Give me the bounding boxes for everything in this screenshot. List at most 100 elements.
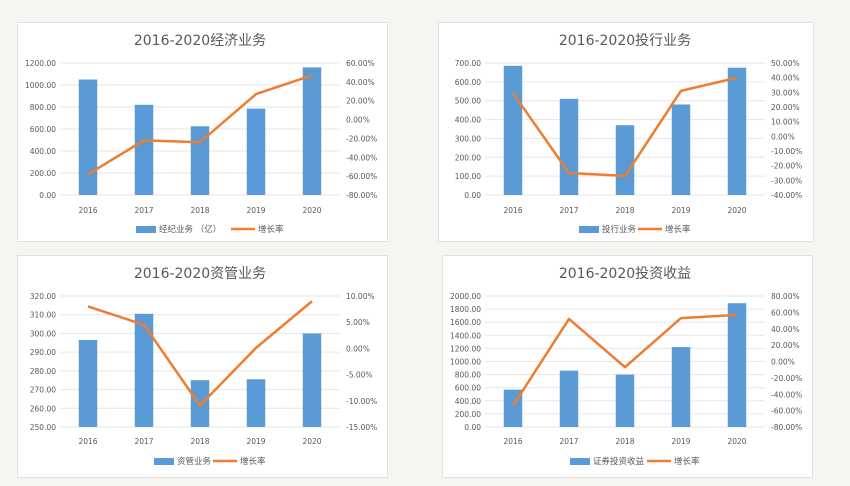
x-axis-tick: 2020 xyxy=(727,437,746,446)
left-axis-tick: 600.00 xyxy=(455,384,481,393)
x-axis-tick: 2018 xyxy=(190,437,209,446)
chart-title: 2016-2020资管业务 xyxy=(134,266,266,282)
legend-bar-swatch xyxy=(570,458,590,465)
bar xyxy=(134,313,154,427)
bar xyxy=(302,333,322,427)
left-axis-tick: 270.00 xyxy=(30,386,56,395)
legend-line-label: 增长率 xyxy=(240,456,266,467)
right-axis-tick: 10.00% xyxy=(346,292,375,301)
chart-title: 2016-2020经济业务 xyxy=(134,33,266,49)
left-axis-tick: 1200.00 xyxy=(450,344,481,353)
x-axis-tick: 2016 xyxy=(78,437,97,446)
legend-bar-label: 证券投资收益 xyxy=(593,456,645,467)
left-axis-tick: 1600.00 xyxy=(450,318,481,327)
right-axis-tick: 40.00% xyxy=(771,74,800,83)
left-axis-tick: 400.00 xyxy=(455,397,481,406)
bar xyxy=(78,339,98,427)
right-axis-tick: -20.00% xyxy=(771,162,802,171)
left-axis-tick: 1400.00 xyxy=(450,331,481,340)
legend-bar-swatch xyxy=(579,226,599,233)
legend-line-label: 增长率 xyxy=(674,456,700,467)
bar xyxy=(615,374,635,427)
right-axis-tick: 60.00% xyxy=(346,59,375,68)
left-axis-tick: 200.00 xyxy=(30,169,56,178)
x-axis-tick: 2018 xyxy=(615,437,634,446)
right-axis-tick: 20.00% xyxy=(346,97,375,106)
right-axis-tick: 60.00% xyxy=(771,308,800,317)
right-axis-tick: 10.00% xyxy=(771,118,800,127)
right-axis-tick: 20.00% xyxy=(771,103,800,112)
right-axis-tick: 0.00% xyxy=(346,344,370,353)
legend-bar-label: 资管业务 xyxy=(177,456,212,467)
x-axis-tick: 2020 xyxy=(302,437,321,446)
left-axis-tick: 2000.00 xyxy=(450,292,481,301)
bar xyxy=(615,125,635,195)
chart-title: 2016-2020投资收益 xyxy=(559,266,691,282)
right-axis-tick: 40.00% xyxy=(346,78,375,87)
right-axis-tick: -40.00% xyxy=(346,153,377,162)
left-axis-tick: 280.00 xyxy=(30,367,56,376)
bar xyxy=(78,79,98,195)
x-axis-tick: 2018 xyxy=(615,206,634,215)
right-axis-tick: -5.00% xyxy=(346,371,373,380)
x-axis-tick: 2017 xyxy=(559,437,578,446)
right-axis-tick: 5.00% xyxy=(346,318,370,327)
left-axis-tick: 0.00 xyxy=(464,423,481,432)
left-axis-tick: 250.00 xyxy=(30,423,56,432)
left-axis-tick: 1000.00 xyxy=(25,81,56,90)
right-axis-tick: 50.00% xyxy=(771,59,800,68)
bar xyxy=(503,65,523,195)
x-axis-tick: 2020 xyxy=(302,206,321,215)
left-axis-tick: 260.00 xyxy=(30,404,56,413)
bar xyxy=(302,67,322,195)
x-axis-tick: 2019 xyxy=(671,206,690,215)
left-axis-tick: 300.00 xyxy=(455,134,481,143)
left-axis-tick: 0.00 xyxy=(464,191,481,200)
chart-title: 2016-2020投行业务 xyxy=(559,33,691,49)
x-axis-tick: 2016 xyxy=(503,437,522,446)
legend-line-label: 增长率 xyxy=(258,224,284,235)
legend-bar-label: 投行业务 xyxy=(602,224,637,235)
legend-bar-swatch xyxy=(136,226,156,233)
left-axis-tick: 400.00 xyxy=(455,116,481,125)
left-axis-tick: 800.00 xyxy=(455,371,481,380)
right-axis-tick: -60.00% xyxy=(346,172,377,181)
left-axis-tick: 0.00 xyxy=(39,191,56,200)
left-axis-tick: 1200.00 xyxy=(25,59,56,68)
left-axis-tick: 100.00 xyxy=(455,172,481,181)
right-axis-tick: -20.00% xyxy=(346,134,377,143)
bar xyxy=(671,347,691,427)
left-axis-tick: 1000.00 xyxy=(450,358,481,367)
right-axis-tick: -15.00% xyxy=(346,423,377,432)
right-axis-tick: -80.00% xyxy=(771,423,802,432)
right-axis-tick: 80.00% xyxy=(771,292,800,301)
x-axis-tick: 2017 xyxy=(559,206,578,215)
left-axis-tick: 500.00 xyxy=(455,97,481,106)
right-axis-tick: -20.00% xyxy=(771,374,802,383)
left-axis-tick: 600.00 xyxy=(30,125,56,134)
right-axis-tick: 0.00% xyxy=(771,358,795,367)
bar xyxy=(727,67,747,195)
left-axis-tick: 200.00 xyxy=(455,153,481,162)
bar xyxy=(559,98,579,195)
x-axis-tick: 2016 xyxy=(78,206,97,215)
right-axis-tick: -30.00% xyxy=(771,176,802,185)
left-axis-tick: 1800.00 xyxy=(450,305,481,314)
bar xyxy=(727,303,747,427)
bar xyxy=(246,108,266,195)
right-axis-tick: -40.00% xyxy=(771,191,802,200)
left-axis-tick: 700.00 xyxy=(455,59,481,68)
right-axis-tick: -10.00% xyxy=(346,397,377,406)
bar xyxy=(671,104,691,195)
right-axis-tick: 0.00% xyxy=(346,116,370,125)
legend-bar-swatch xyxy=(154,458,174,465)
x-axis-tick: 2017 xyxy=(134,206,153,215)
x-axis-tick: 2019 xyxy=(246,437,265,446)
left-axis-tick: 290.00 xyxy=(30,348,56,357)
right-axis-tick: -60.00% xyxy=(771,407,802,416)
left-axis-tick: 310.00 xyxy=(30,311,56,320)
left-axis-tick: 200.00 xyxy=(455,410,481,419)
x-axis-tick: 2016 xyxy=(503,206,522,215)
left-axis-tick: 320.00 xyxy=(30,292,56,301)
